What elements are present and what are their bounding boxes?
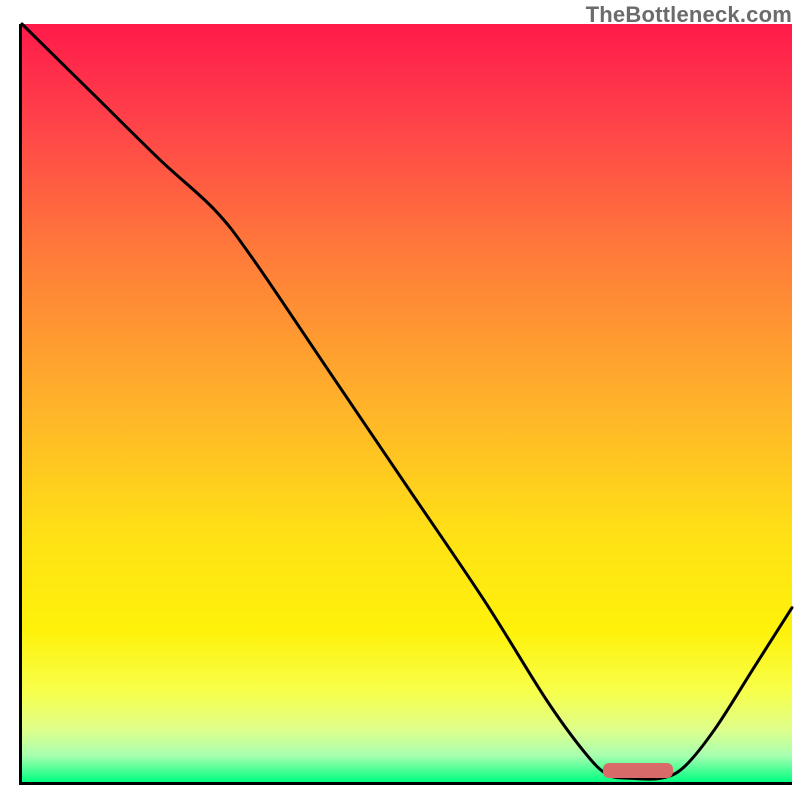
bottleneck-curve	[22, 24, 792, 779]
x-axis-line	[19, 782, 792, 785]
y-axis-line	[19, 24, 22, 782]
chart-root: TheBottleneck.com	[0, 0, 800, 800]
curve-layer	[0, 0, 800, 800]
optimum-marker	[603, 763, 672, 778]
watermark-text: TheBottleneck.com	[586, 2, 792, 28]
